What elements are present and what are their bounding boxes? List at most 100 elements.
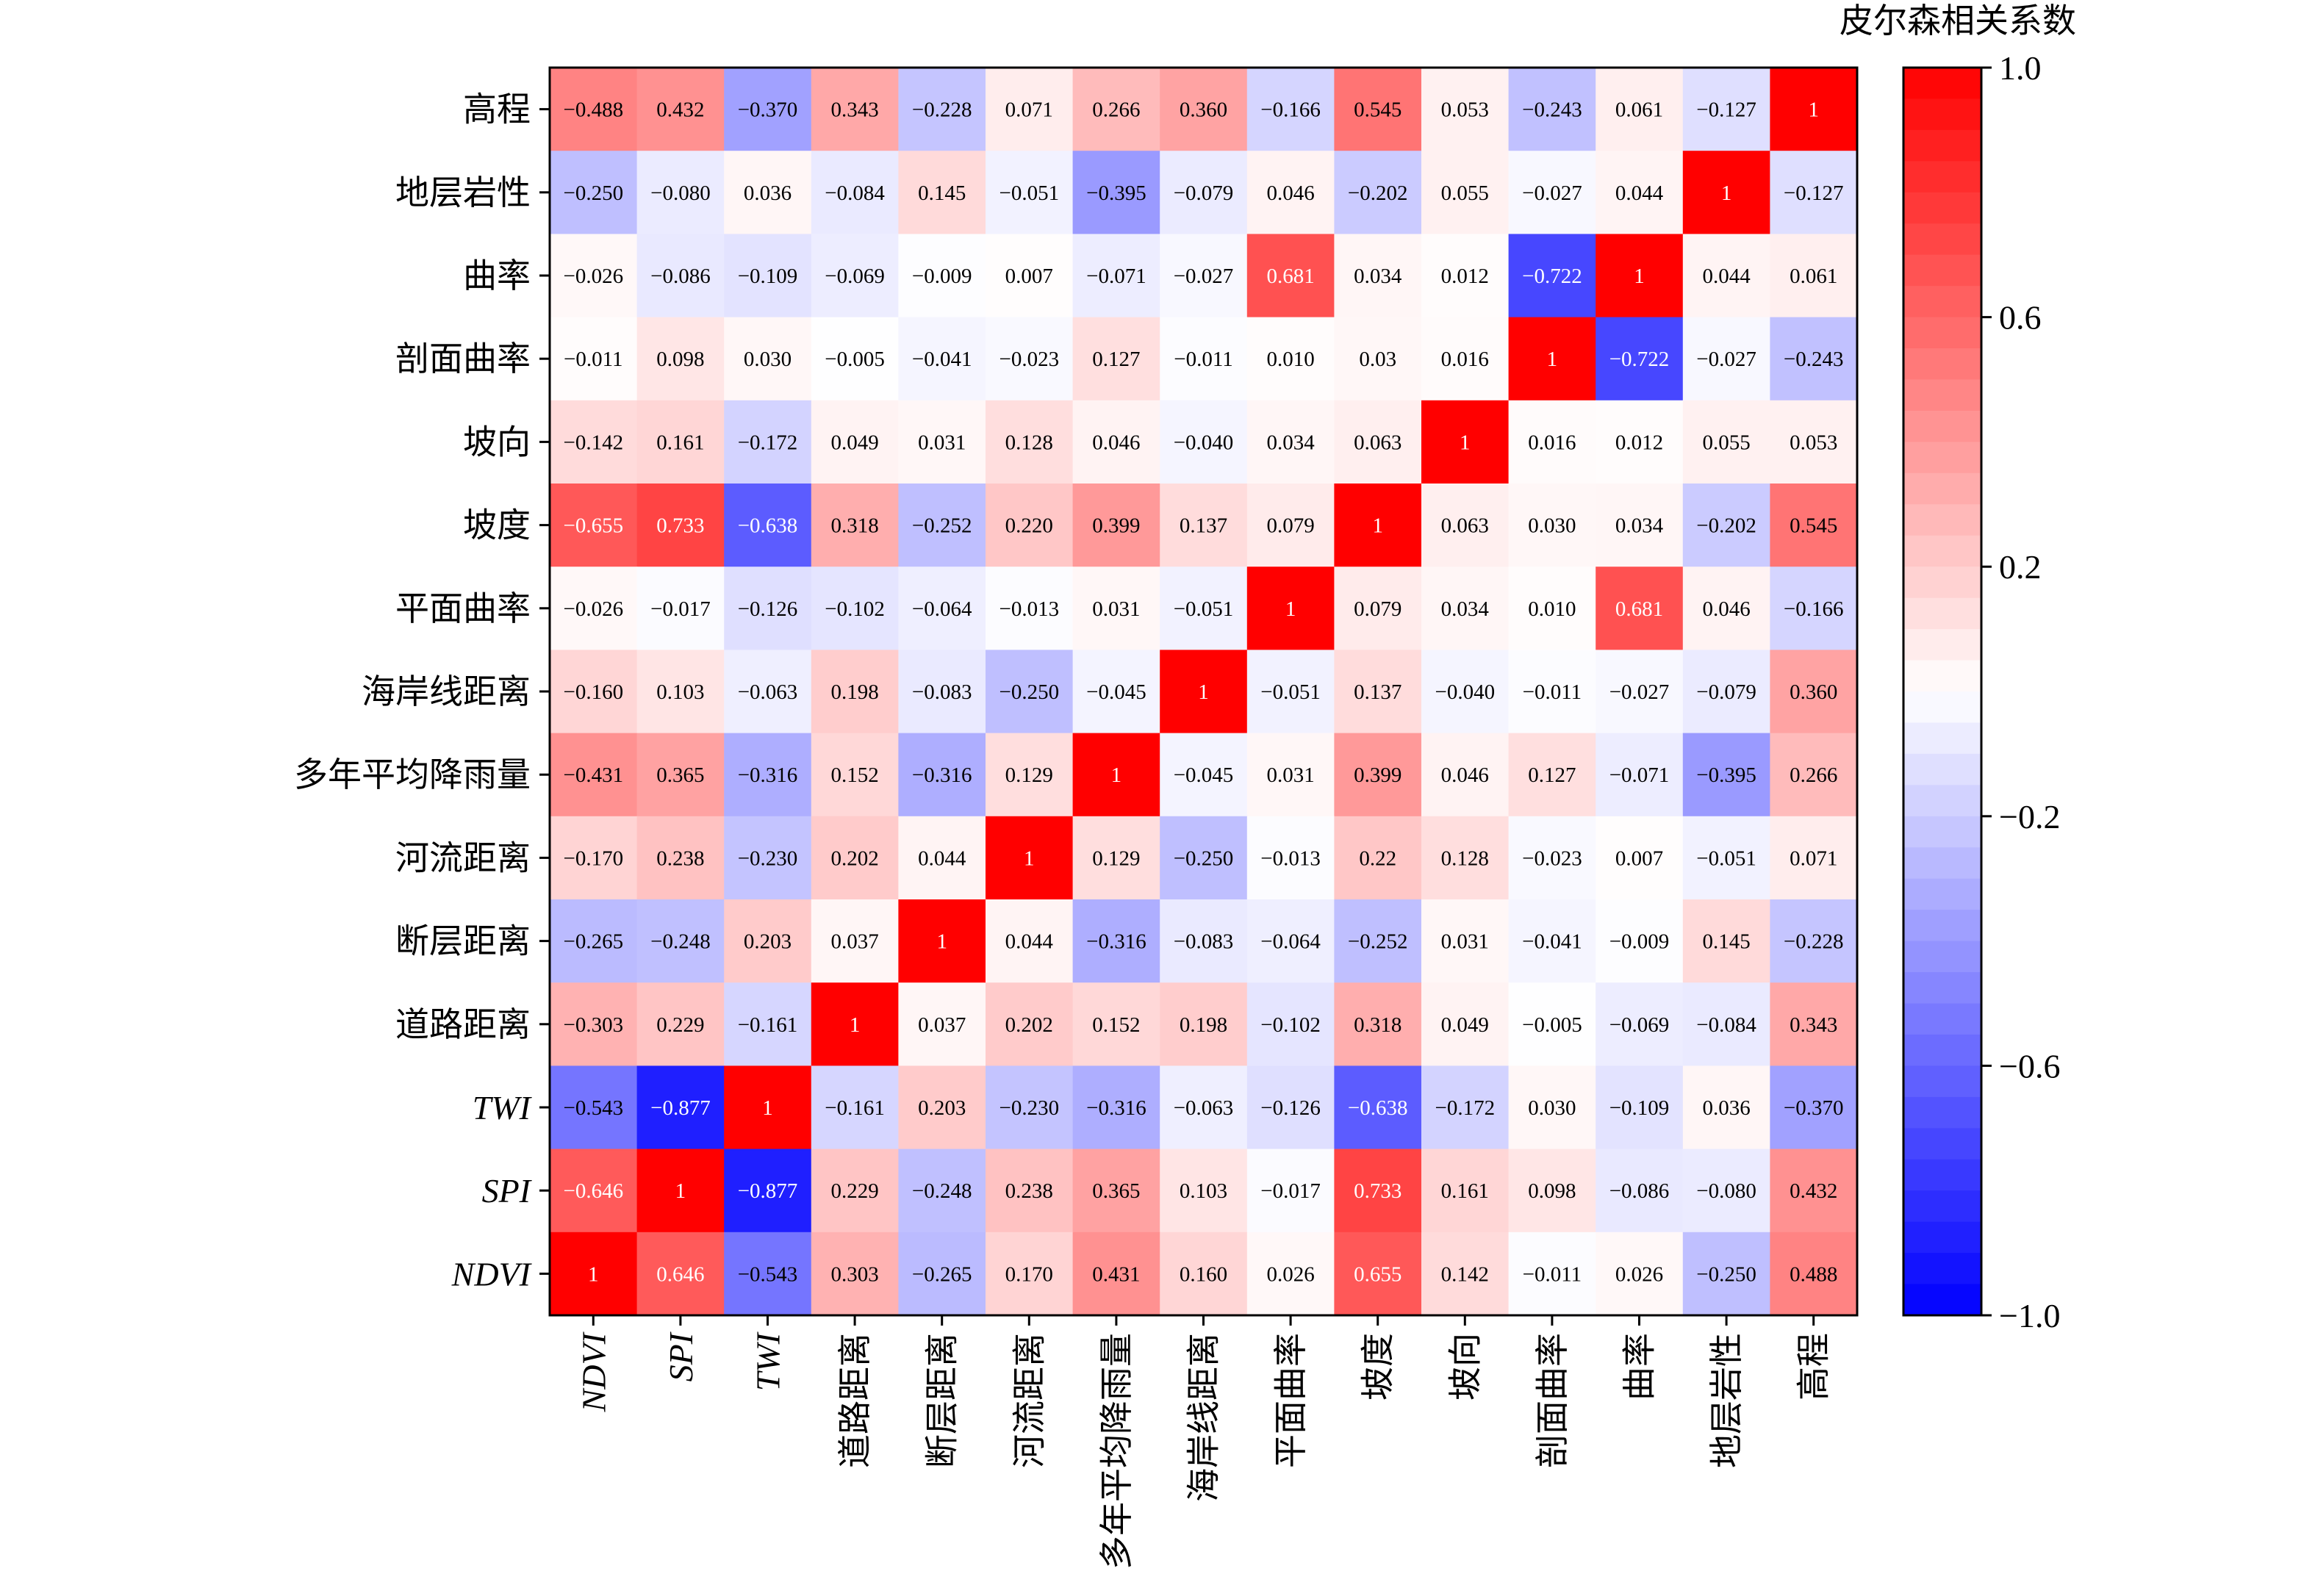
cell-r12-c13 [1682, 1065, 1770, 1150]
cell-value-r6-c14: −0.166 [1784, 597, 1844, 621]
cell-r1-c2 [724, 151, 812, 234]
cell-r14-c3 [811, 1232, 899, 1316]
colorbar-band-14 [1903, 504, 1981, 536]
cell-value-r10-c6: −0.316 [1086, 930, 1146, 954]
cell-r7-c8 [1246, 650, 1335, 734]
cell-value-r14-c14: 0.488 [1790, 1262, 1837, 1286]
cell-value-r12-c14: −0.370 [1784, 1096, 1844, 1120]
cell-r13-c1 [636, 1149, 725, 1233]
cell-value-r0-c6: 0.266 [1092, 98, 1140, 122]
cell-r12-c1 [636, 1065, 725, 1150]
cell-value-r11-c7: 0.198 [1180, 1013, 1227, 1037]
colorbar-swatches [1903, 68, 1981, 1316]
colorbar-frame [1902, 66, 1983, 1317]
cell-r1-c5 [986, 151, 1074, 234]
cell-value-r11-c2: −0.161 [738, 1013, 798, 1037]
cell-r13-c10 [1421, 1149, 1510, 1233]
cell-value-r9-c8: −0.013 [1260, 846, 1321, 870]
cell-value-r11-c8: −0.102 [1260, 1013, 1321, 1037]
cell-value-r0-c5: 0.071 [1005, 98, 1053, 122]
cell-r12-c0 [550, 1065, 638, 1150]
cell-value-r6-c13: 0.046 [1702, 597, 1750, 621]
cell-value-r2-c6: −0.071 [1086, 265, 1146, 288]
cell-r7-c6 [1072, 650, 1160, 734]
cell-r5-c3 [811, 484, 899, 567]
cell-value-r9-c14: 0.071 [1790, 846, 1837, 870]
cell-value-r3-c12: −0.722 [1609, 348, 1670, 371]
cell-r12-c7 [1160, 1065, 1248, 1150]
row-label-2: 曲率 [463, 257, 531, 295]
cell-value-r10-c14: −0.228 [1784, 930, 1844, 954]
cell-r14-c1 [636, 1232, 725, 1316]
cell-value-r4-c3: 0.049 [830, 431, 878, 454]
cell-value-r7-c2: −0.063 [738, 680, 798, 704]
cell-value-r14-c4: −0.265 [912, 1262, 972, 1286]
cell-value-r14-c2: −0.543 [738, 1262, 798, 1286]
cell-value-r12-c4: 0.203 [918, 1096, 966, 1120]
cell-value-r6-c7: −0.051 [1174, 597, 1234, 621]
cell-r11-c6 [1072, 982, 1160, 1066]
cell-r4-c10 [1421, 400, 1510, 484]
cell-r13-c13 [1682, 1149, 1770, 1233]
cell-r8-c6 [1072, 733, 1160, 817]
col-label-10: 坡向 [1446, 1333, 1484, 1401]
cell-value-r13-c3: 0.229 [830, 1179, 878, 1203]
cell-r3-c7 [1160, 317, 1248, 401]
cell-value-r3-c2: 0.030 [744, 348, 792, 371]
cell-r5-c7 [1160, 484, 1248, 567]
cell-value-r9-c10: 0.128 [1441, 846, 1489, 870]
colorbar-ticks: 1.0 0.6 0.2 −0.2 −0.6 −1.0 [1981, 49, 2060, 1334]
colorbar-tick-label-4: −0.6 [1999, 1047, 2060, 1085]
cell-r11-c11 [1508, 982, 1596, 1066]
cell-value-r5-c11: 0.030 [1528, 514, 1576, 538]
cell-r4-c14 [1770, 400, 1858, 484]
cell-r0-c6 [1072, 68, 1160, 151]
cell-r13-c7 [1160, 1149, 1248, 1233]
col-label-1: SPI [662, 1331, 700, 1381]
cell-r12-c12 [1596, 1065, 1684, 1150]
cell-value-r2-c11: −0.722 [1522, 265, 1582, 288]
cell-value-r6-c5: −0.013 [999, 597, 1059, 621]
cell-r10-c6 [1072, 899, 1160, 983]
cell-value-r7-c14: 0.360 [1790, 680, 1837, 704]
cell-value-r8-c14: 0.266 [1790, 763, 1837, 787]
cell-value-r7-c3: 0.198 [830, 680, 878, 704]
cell-value-r9-c1: 0.238 [656, 846, 704, 870]
cell-value-r6-c8: 1 [1285, 597, 1296, 621]
row-label-12: TWI [473, 1089, 533, 1126]
row-label-4: 坡向 [463, 423, 531, 461]
row-label-9: 河流距离 [395, 839, 531, 877]
cell-r0-c12 [1596, 68, 1684, 151]
cell-r9-c3 [811, 816, 899, 900]
colorbar-band-3 [1903, 161, 1981, 193]
cell-r5-c8 [1246, 484, 1335, 567]
cell-r8-c7 [1160, 733, 1248, 817]
row-label-7: 海岸线距离 [362, 673, 531, 711]
cell-value-r8-c6: 1 [1111, 763, 1122, 787]
cell-r11-c8 [1246, 982, 1335, 1066]
cell-value-r4-c12: 0.012 [1615, 431, 1663, 454]
cell-r2-c2 [724, 234, 812, 318]
colorbar-band-39 [1903, 1284, 1981, 1316]
cell-r13-c9 [1334, 1149, 1422, 1233]
colorbar-band-30 [1903, 1003, 1981, 1035]
row-label-1: 地层岩性 [395, 174, 531, 212]
cell-r10-c11 [1508, 899, 1596, 983]
cell-r13-c4 [898, 1149, 986, 1233]
colorbar-band-4 [1903, 192, 1981, 224]
cell-r3-c10 [1421, 317, 1510, 401]
cell-value-r5-c12: 0.034 [1615, 514, 1664, 538]
colorbar-tick-label-3: −0.2 [1999, 798, 2060, 835]
cell-r4-c9 [1334, 400, 1422, 484]
cell-value-r14-c10: 0.142 [1441, 1262, 1489, 1286]
cell-r11-c0 [550, 982, 638, 1066]
cell-value-r4-c11: 0.016 [1528, 431, 1576, 454]
cell-r7-c13 [1682, 650, 1770, 734]
colorbar-band-16 [1903, 567, 1981, 599]
cell-r1-c11 [1508, 151, 1596, 234]
cell-value-r6-c2: −0.126 [738, 597, 798, 621]
cell-r3-c8 [1246, 317, 1335, 401]
cell-r5-c2 [724, 484, 812, 567]
cell-r14-c2 [724, 1232, 812, 1316]
colorbar-band-5 [1903, 223, 1981, 256]
